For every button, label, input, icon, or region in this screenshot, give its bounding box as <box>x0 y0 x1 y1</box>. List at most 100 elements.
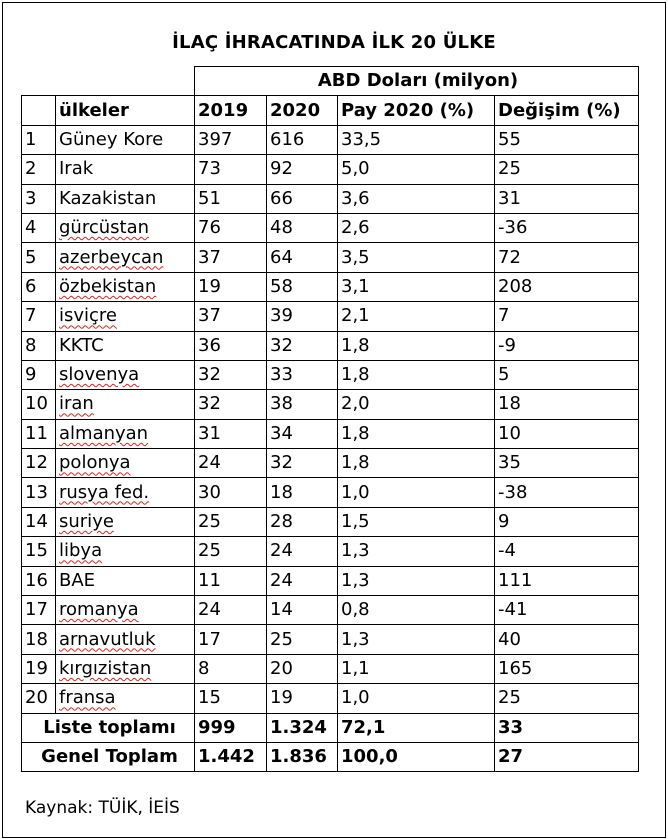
value-2019-cell: 36 <box>194 330 267 361</box>
value-2019-cell: 51 <box>194 183 267 214</box>
country-cell: Güney Kore <box>55 124 195 156</box>
rank-cell: 9 <box>21 359 56 391</box>
country-cell: KKTC <box>55 330 195 361</box>
share-cell: 1,8 <box>337 418 495 450</box>
change-cell: 40 <box>494 624 639 655</box>
change-cell: -38 <box>494 477 639 508</box>
rank-cell: 15 <box>21 536 56 567</box>
table-row: 12 polonya 24 32 1,8 35 <box>21 448 639 479</box>
value-2019-cell: 11 <box>194 565 267 597</box>
share-cell: 2,1 <box>337 301 495 332</box>
country-cell: polonya <box>55 448 195 479</box>
change-cell: -9 <box>494 330 639 361</box>
share-cell: 1,5 <box>337 506 495 538</box>
value-2019-cell: 30 <box>194 477 267 508</box>
value-2020-cell: 20 <box>266 653 338 685</box>
value-2019-cell: 8 <box>194 653 267 685</box>
country-name: kırgızistan <box>59 658 152 679</box>
country-cell: libya <box>55 536 195 567</box>
value-2020-cell: 58 <box>266 271 338 303</box>
country-name: libya <box>59 540 103 562</box>
country-name: Kazakistan <box>59 187 157 209</box>
country-name: arnavutluk <box>59 628 156 650</box>
total-share-cell: 72,1 <box>337 712 495 743</box>
change-cell: 25 <box>494 154 639 185</box>
total-change-cell: 33 <box>494 712 639 743</box>
value-2019-cell: 397 <box>194 124 267 156</box>
value-2020-cell: 24 <box>266 536 338 567</box>
table-row: 17 romanya 24 14 0,8 -41 <box>21 595 639 626</box>
share-cell: 1,3 <box>337 536 495 567</box>
share-cell: 1,1 <box>337 653 495 685</box>
share-cell: 1,0 <box>337 683 495 714</box>
share-cell: 1,3 <box>337 624 495 655</box>
total-2019-cell: 1.442 <box>194 741 267 773</box>
rank-cell: 6 <box>21 271 56 303</box>
column-header-row: ülkeler 2019 2020 Pay 2020 (%) Değişim (… <box>21 95 639 126</box>
country-cell: Kazakistan <box>55 183 195 214</box>
table-row: 4 gürcüstan 76 48 2,6 -36 <box>21 212 639 244</box>
total-2020-cell: 1.836 <box>266 741 338 773</box>
total-change-cell: 27 <box>494 741 639 773</box>
total-label: Liste toplamı <box>21 712 195 743</box>
country-cell: isviçre <box>55 301 195 332</box>
country-name: rusya fed. <box>59 481 150 503</box>
list-total-row: Liste toplamı 999 1.324 72,1 33 <box>21 712 639 743</box>
table-row: 9 slovenya 32 33 1,8 5 <box>21 359 639 391</box>
country-name: Güney Kore <box>59 128 164 150</box>
table-row: 11 almanyan 31 34 1,8 10 <box>21 418 639 450</box>
rank-cell: 11 <box>21 418 56 450</box>
change-cell: 35 <box>494 448 639 479</box>
country-name: isviçre <box>59 305 118 327</box>
total-label: Genel Toplam <box>21 741 195 773</box>
country-cell: almanyan <box>55 418 195 450</box>
rank-cell: 20 <box>21 683 56 714</box>
table-row: 8 KKTC 36 32 1,8 -9 <box>21 330 639 361</box>
value-2019-cell: 32 <box>194 359 267 391</box>
table-row: 16 BAE 11 24 1,3 111 <box>21 565 639 597</box>
share-cell: 1,0 <box>337 477 495 508</box>
value-2019-cell: 31 <box>194 418 267 450</box>
value-2019-cell: 73 <box>194 154 267 185</box>
change-cell: 5 <box>494 359 639 391</box>
share-cell: 33,5 <box>337 124 495 156</box>
value-2020-cell: 616 <box>266 124 338 156</box>
share-cell: 3,5 <box>337 242 495 273</box>
rank-cell: 12 <box>21 448 56 479</box>
country-cell: fransa <box>55 683 195 714</box>
value-2019-cell: 24 <box>194 595 267 626</box>
country-cell: slovenya <box>55 359 195 391</box>
share-cell: 1,8 <box>337 448 495 479</box>
share-cell: 0,8 <box>337 595 495 626</box>
rank-cell: 1 <box>21 124 56 156</box>
country-name: fransa <box>59 687 116 709</box>
value-2019-cell: 76 <box>194 212 267 244</box>
change-cell: 9 <box>494 506 639 538</box>
country-name: suriye <box>59 511 114 533</box>
total-2020-cell: 1.324 <box>266 712 338 743</box>
value-2020-cell: 92 <box>266 154 338 185</box>
share-cell: 2,0 <box>337 389 495 420</box>
rank-cell: 3 <box>21 183 56 214</box>
country-name: iran <box>59 393 94 415</box>
change-cell: 165 <box>494 653 639 685</box>
value-2020-cell: 28 <box>266 506 338 538</box>
value-2020-cell: 32 <box>266 330 338 361</box>
country-name: gürcüstan <box>59 217 150 239</box>
value-2019-cell: 25 <box>194 536 267 567</box>
country-header: ülkeler <box>55 95 195 126</box>
country-name: azerbeycan <box>59 246 164 268</box>
table-title: İLAÇ İHRACATINDA İLK 20 ÜLKE <box>172 32 496 53</box>
country-name: polonya <box>59 452 131 474</box>
table-row: 14 suriye 25 28 1,5 9 <box>21 506 639 538</box>
country-cell: rusya fed. <box>55 477 195 508</box>
country-name: romanya <box>59 599 139 621</box>
table-row: 19 kırgızistan 8 20 1,1 165 <box>21 653 639 685</box>
change-cell: 31 <box>494 183 639 214</box>
table-row: 15 libya 25 24 1,3 -4 <box>21 536 639 567</box>
share-header: Pay 2020 (%) <box>337 95 495 126</box>
rank-cell: 14 <box>21 506 56 538</box>
share-cell: 5,0 <box>337 154 495 185</box>
table-row: 1 Güney Kore 397 616 33,5 55 <box>21 124 639 156</box>
